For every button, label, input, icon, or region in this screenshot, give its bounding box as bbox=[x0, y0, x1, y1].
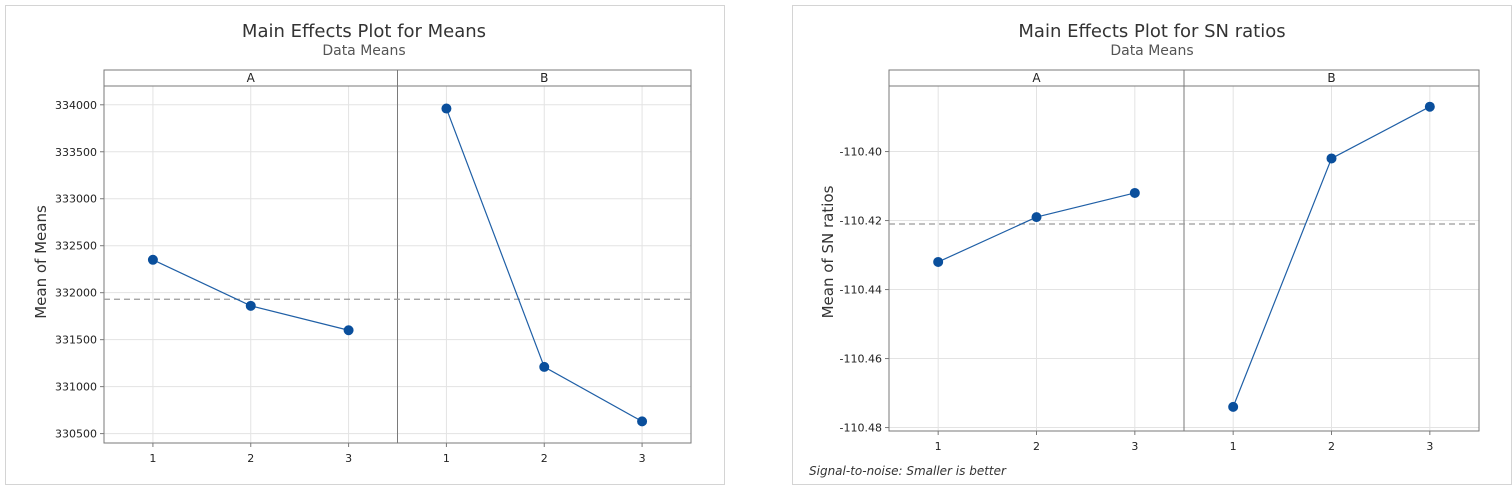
data-point bbox=[245, 300, 256, 311]
x-tick-label: 3 bbox=[639, 452, 646, 465]
y-tick-label: 330500 bbox=[55, 428, 97, 441]
panel-label: B bbox=[1327, 71, 1335, 85]
y-tick-label: 331000 bbox=[55, 381, 97, 394]
panel-label: A bbox=[1032, 71, 1041, 85]
y-tick-label: -110.40 bbox=[840, 146, 882, 159]
plot-layer: -110.48 -110.46 -110.44 -110.42 -110.40 1 2 3 A 1… bbox=[840, 69, 1480, 453]
x-tick-label: 3 bbox=[1131, 440, 1138, 453]
y-tick-label: -110.42 bbox=[840, 215, 882, 228]
chart-title: Main Effects Plot for SN ratios bbox=[1018, 21, 1285, 42]
x-tick-label: 1 bbox=[443, 452, 450, 465]
x-tick-label: 1 bbox=[1230, 440, 1237, 453]
y-tick-label: 334000 bbox=[55, 99, 97, 112]
x-tick-label: 2 bbox=[1328, 440, 1335, 453]
chart-subtitle: Data Means bbox=[322, 43, 405, 59]
data-point bbox=[1031, 212, 1042, 223]
footnote: Signal-to-noise: Smaller is better bbox=[809, 464, 1007, 478]
means-chart: Main Effects Plot for Means Data Means M… bbox=[5, 5, 725, 485]
chart-title: Main Effects Plot for Means bbox=[242, 21, 486, 42]
data-point bbox=[933, 256, 944, 267]
y-tick-label: 332000 bbox=[55, 287, 97, 300]
sn-ratios-chart: Main Effects Plot for SN ratios Data Mea… bbox=[792, 5, 1512, 485]
data-point bbox=[343, 325, 354, 336]
plot-layer: 330500 331000 331500 332000 332500 333000 3335… bbox=[55, 69, 692, 465]
data-point bbox=[1424, 101, 1435, 112]
chart-subtitle: Data Means bbox=[1110, 43, 1193, 59]
y-axis-label: Mean of Means bbox=[32, 205, 50, 319]
x-tick-label: 1 bbox=[149, 452, 156, 465]
data-point bbox=[637, 416, 648, 427]
data-point bbox=[1326, 153, 1337, 164]
data-point bbox=[147, 254, 158, 265]
data-point bbox=[1228, 401, 1239, 412]
y-tick-label: -110.48 bbox=[840, 422, 882, 435]
data-point bbox=[539, 361, 550, 372]
panel-frame bbox=[1183, 85, 1480, 432]
panel-frame bbox=[397, 85, 692, 444]
panel-label: B bbox=[540, 71, 548, 85]
y-tick-label: -110.44 bbox=[840, 284, 882, 297]
data-point bbox=[441, 103, 452, 114]
y-tick-label: -110.46 bbox=[840, 353, 882, 366]
means-chart-svg: Main Effects Plot for Means Data Means M… bbox=[32, 21, 692, 465]
x-tick-label: 3 bbox=[1426, 440, 1433, 453]
x-tick-label: 1 bbox=[935, 440, 942, 453]
panel-label: A bbox=[247, 71, 256, 85]
x-tick-label: 2 bbox=[247, 452, 254, 465]
sn-ratios-chart-svg: Main Effects Plot for SN ratios Data Mea… bbox=[809, 21, 1480, 478]
y-axis-label: Mean of SN ratios bbox=[819, 185, 837, 318]
x-tick-label: 2 bbox=[1033, 440, 1040, 453]
y-tick-label: 333000 bbox=[55, 193, 97, 206]
y-tick-label: 331500 bbox=[55, 334, 97, 347]
x-tick-label: 2 bbox=[541, 452, 548, 465]
y-tick-label: 333500 bbox=[55, 146, 97, 159]
y-tick-label: 332500 bbox=[55, 240, 97, 253]
x-tick-label: 3 bbox=[345, 452, 352, 465]
data-point bbox=[1129, 187, 1140, 198]
